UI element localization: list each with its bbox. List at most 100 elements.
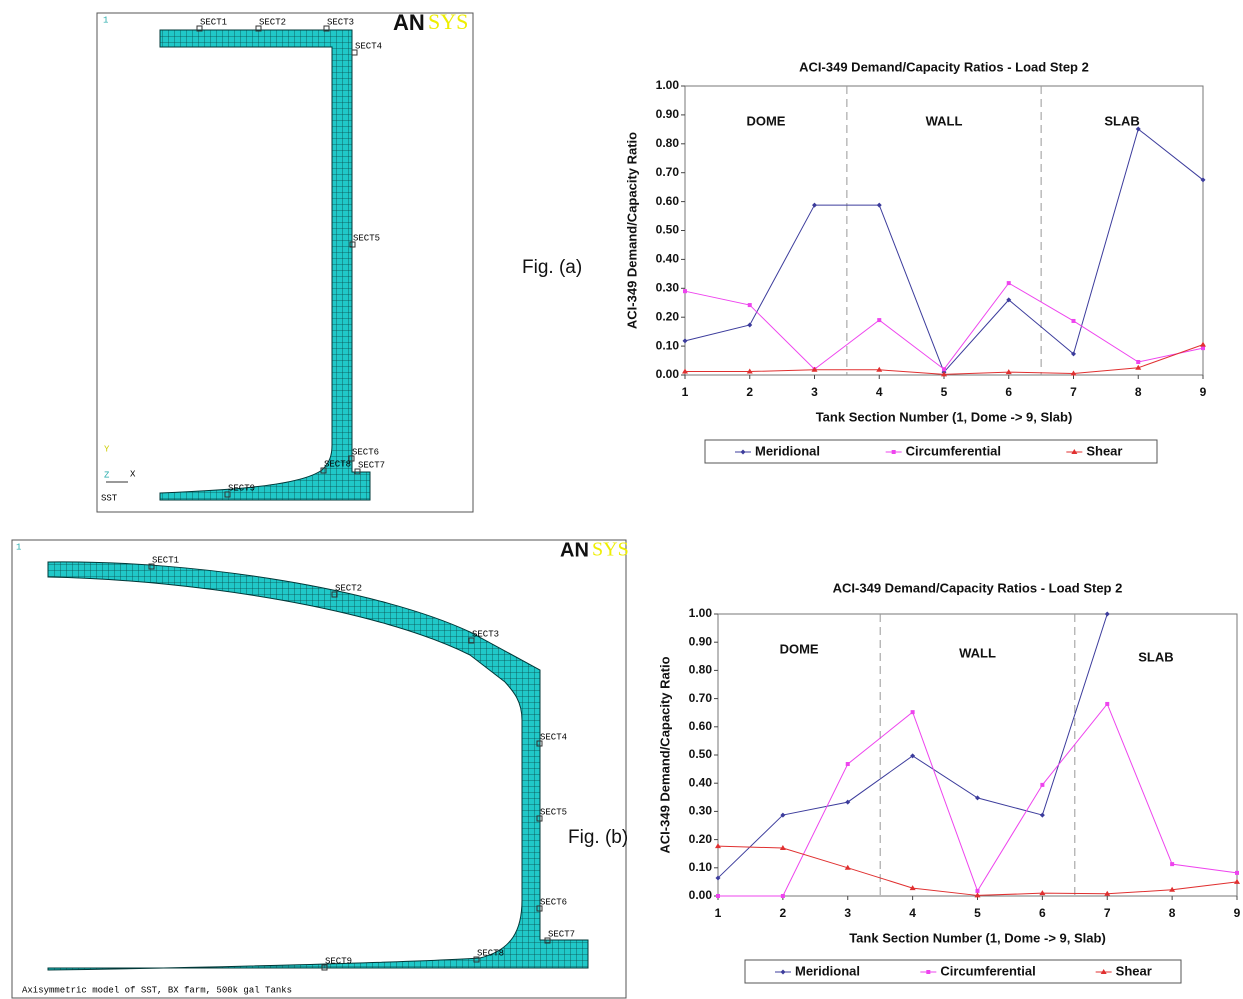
annotation: DOME	[780, 641, 819, 656]
panel-number: 1	[16, 542, 21, 552]
figure-a: 1 AN SYS Y Z X SST Fig. (a)	[97, 9, 582, 512]
logo: AN	[560, 539, 589, 561]
section-label: SECT2	[259, 17, 286, 27]
y-tick-label: 0.80	[689, 663, 713, 677]
y-tick-label: 1.00	[689, 606, 713, 620]
y-tick-label: 0.50	[689, 747, 713, 761]
marker	[892, 450, 896, 454]
page: 1 AN SYS Y Z X SST Fig. (a) 1 AN SYS Axi…	[0, 0, 1243, 999]
section-label: SECT3	[472, 629, 499, 639]
x-tick-label: 3	[844, 906, 851, 920]
marker	[1072, 319, 1076, 323]
annotation: SLAB	[1104, 113, 1139, 128]
x-tick-label: 7	[1104, 906, 1111, 920]
x-tick-label: 6	[1039, 906, 1046, 920]
panel-number: 1	[103, 15, 108, 25]
annotation: SLAB	[1138, 649, 1173, 664]
section-label: SECT2	[335, 583, 362, 593]
y-tick-label: 0.00	[656, 367, 680, 381]
x-axis-label: Tank Section Number (1, Dome -> 9, Slab)	[849, 930, 1106, 945]
x-tick-label: 4	[909, 906, 916, 920]
x-tick-label: 9	[1234, 906, 1241, 920]
model-label: Axisymmetric model of SST, BX farm, 500k…	[22, 985, 292, 995]
annotation: DOME	[746, 113, 785, 128]
marker	[1105, 702, 1109, 706]
marker	[781, 894, 785, 898]
y-tick-label: 0.50	[656, 223, 680, 237]
y-tick-label: 0.70	[689, 691, 713, 705]
y-tick-label: 0.90	[656, 107, 680, 121]
section-label: SECT4	[355, 41, 382, 51]
y-tick-label: 0.20	[656, 309, 680, 323]
caption: Fig. (b)	[568, 827, 628, 848]
y-tick-label: 0.80	[656, 136, 680, 150]
marker	[846, 762, 850, 766]
x-tick-label: 2	[746, 385, 753, 399]
x-axis-label: Tank Section Number (1, Dome -> 9, Slab)	[816, 409, 1073, 424]
y-tick-label: 0.40	[689, 775, 713, 789]
y-tick-label: 0.60	[689, 719, 713, 733]
section-label: SECT6	[352, 447, 379, 457]
section-label: SECT5	[353, 233, 380, 243]
logo: AN	[393, 10, 425, 35]
model-label: SST	[101, 493, 118, 503]
section-label: SECT6	[540, 897, 567, 907]
legend-label: Circumferential	[940, 963, 1035, 978]
marker	[1201, 346, 1205, 350]
marker	[877, 318, 881, 322]
logo: SYS	[592, 539, 629, 561]
marker	[926, 970, 930, 974]
section-label: SECT1	[200, 17, 227, 27]
y-tick-label: 0.20	[689, 832, 713, 846]
section-label: SECT8	[477, 948, 504, 958]
y-tick-label: 0.10	[656, 338, 680, 352]
marker	[911, 710, 915, 714]
legend-label: Shear	[1116, 963, 1152, 978]
x-tick-label: 5	[974, 906, 981, 920]
x-tick-label: 6	[1005, 385, 1012, 399]
annotation: WALL	[926, 113, 963, 128]
y-tick-label: 0.30	[689, 804, 713, 818]
axis-label: Y	[104, 444, 110, 454]
plot-area	[685, 86, 1203, 375]
x-tick-label: 1	[682, 385, 689, 399]
y-tick-label: 0.30	[656, 280, 680, 294]
chart: ACI-349 Demand/Capacity Ratios - Load St…	[657, 580, 1240, 983]
annotation: WALL	[959, 645, 996, 660]
logo: SYS	[428, 9, 468, 34]
caption: Fig. (a)	[522, 257, 582, 278]
x-tick-label: 9	[1200, 385, 1207, 399]
section-label: SECT7	[548, 929, 575, 939]
chart-title: ACI-349 Demand/Capacity Ratios - Load St…	[833, 580, 1123, 595]
section-label: SECT9	[228, 483, 255, 493]
chart-title: ACI-349 Demand/Capacity Ratios - Load St…	[799, 59, 1089, 74]
y-tick-label: 0.90	[689, 634, 713, 648]
panel-border	[97, 13, 473, 512]
section-label: SECT3	[327, 17, 354, 27]
marker	[942, 367, 946, 371]
y-tick-label: 0.00	[689, 888, 713, 902]
marker	[1136, 360, 1140, 364]
x-tick-label: 4	[876, 385, 883, 399]
marker	[683, 289, 687, 293]
legend-label: Shear	[1086, 443, 1122, 458]
section-label: SECT5	[540, 807, 567, 817]
x-tick-label: 3	[811, 385, 818, 399]
chart: ACI-349 Demand/Capacity Ratios - Load St…	[624, 59, 1206, 463]
y-axis-label: ACI-349 Demand/Capacity Ratio	[657, 656, 672, 853]
marker	[976, 889, 980, 893]
x-tick-label: 2	[780, 906, 787, 920]
y-tick-label: 0.60	[656, 194, 680, 208]
section-label: SECT4	[540, 732, 567, 742]
y-tick-label: 0.40	[656, 252, 680, 266]
legend-label: Meridional	[795, 963, 860, 978]
marker	[1040, 783, 1044, 787]
x-tick-label: 7	[1070, 385, 1077, 399]
x-tick-label: 5	[941, 385, 948, 399]
section-label: SECT9	[325, 956, 352, 966]
x-tick-label: 1	[715, 906, 722, 920]
y-axis-label: ACI-349 Demand/Capacity Ratio	[624, 132, 639, 329]
section-label: SECT7	[358, 460, 385, 470]
legend-label: Circumferential	[906, 443, 1001, 458]
axis-label: X	[130, 469, 136, 479]
